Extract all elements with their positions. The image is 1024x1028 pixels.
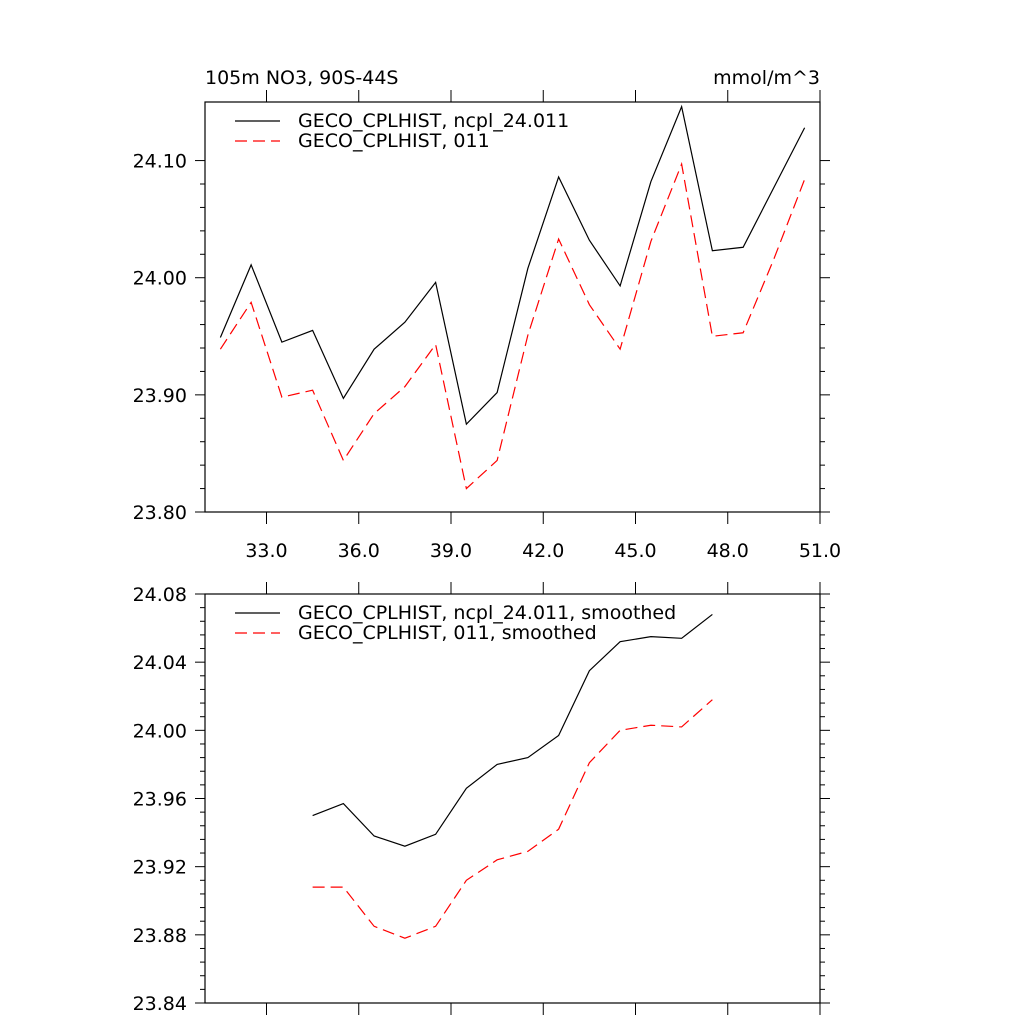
data-line <box>312 699 713 939</box>
x-tick-label: 48.0 <box>707 540 749 562</box>
y-tick-label: 24.10 <box>133 151 187 173</box>
legend-label: GECO_CPLHIST, ncpl_24.011 <box>298 110 569 132</box>
data-line <box>219 161 806 490</box>
y-tick-label: 23.80 <box>133 502 187 524</box>
data-line <box>312 613 713 847</box>
x-tick-label: 33.0 <box>245 540 287 562</box>
plot-frame <box>204 593 821 1004</box>
legend-label: GECO_CPLHIST, ncpl_24.011, smoothed <box>298 602 676 624</box>
legend-label: GECO_CPLHIST, 011, smoothed <box>298 622 597 644</box>
chart-title: 105m NO3, 90S-44S <box>205 67 398 89</box>
y-tick-label: 24.04 <box>133 652 187 674</box>
legend-label: GECO_CPLHIST, 011 <box>298 130 490 152</box>
y-tick-label: 23.88 <box>133 925 187 947</box>
y-tick-label: 23.96 <box>133 789 187 811</box>
units-label: mmol/m^3 <box>713 67 820 89</box>
y-tick-label: 24.00 <box>133 720 187 742</box>
y-tick-label: 23.92 <box>133 857 187 879</box>
y-tick-label: 23.90 <box>133 385 187 407</box>
x-tick-label: 42.0 <box>522 540 564 562</box>
data-line <box>219 104 806 426</box>
y-tick-label: 24.08 <box>133 584 187 606</box>
x-tick-label: 39.0 <box>430 540 472 562</box>
y-tick-label: 23.84 <box>133 993 187 1015</box>
x-tick-label: 51.0 <box>799 540 841 562</box>
plot-frame <box>204 101 821 513</box>
x-tick-label: 36.0 <box>338 540 380 562</box>
y-tick-label: 24.00 <box>133 268 187 290</box>
x-tick-label: 45.0 <box>614 540 656 562</box>
